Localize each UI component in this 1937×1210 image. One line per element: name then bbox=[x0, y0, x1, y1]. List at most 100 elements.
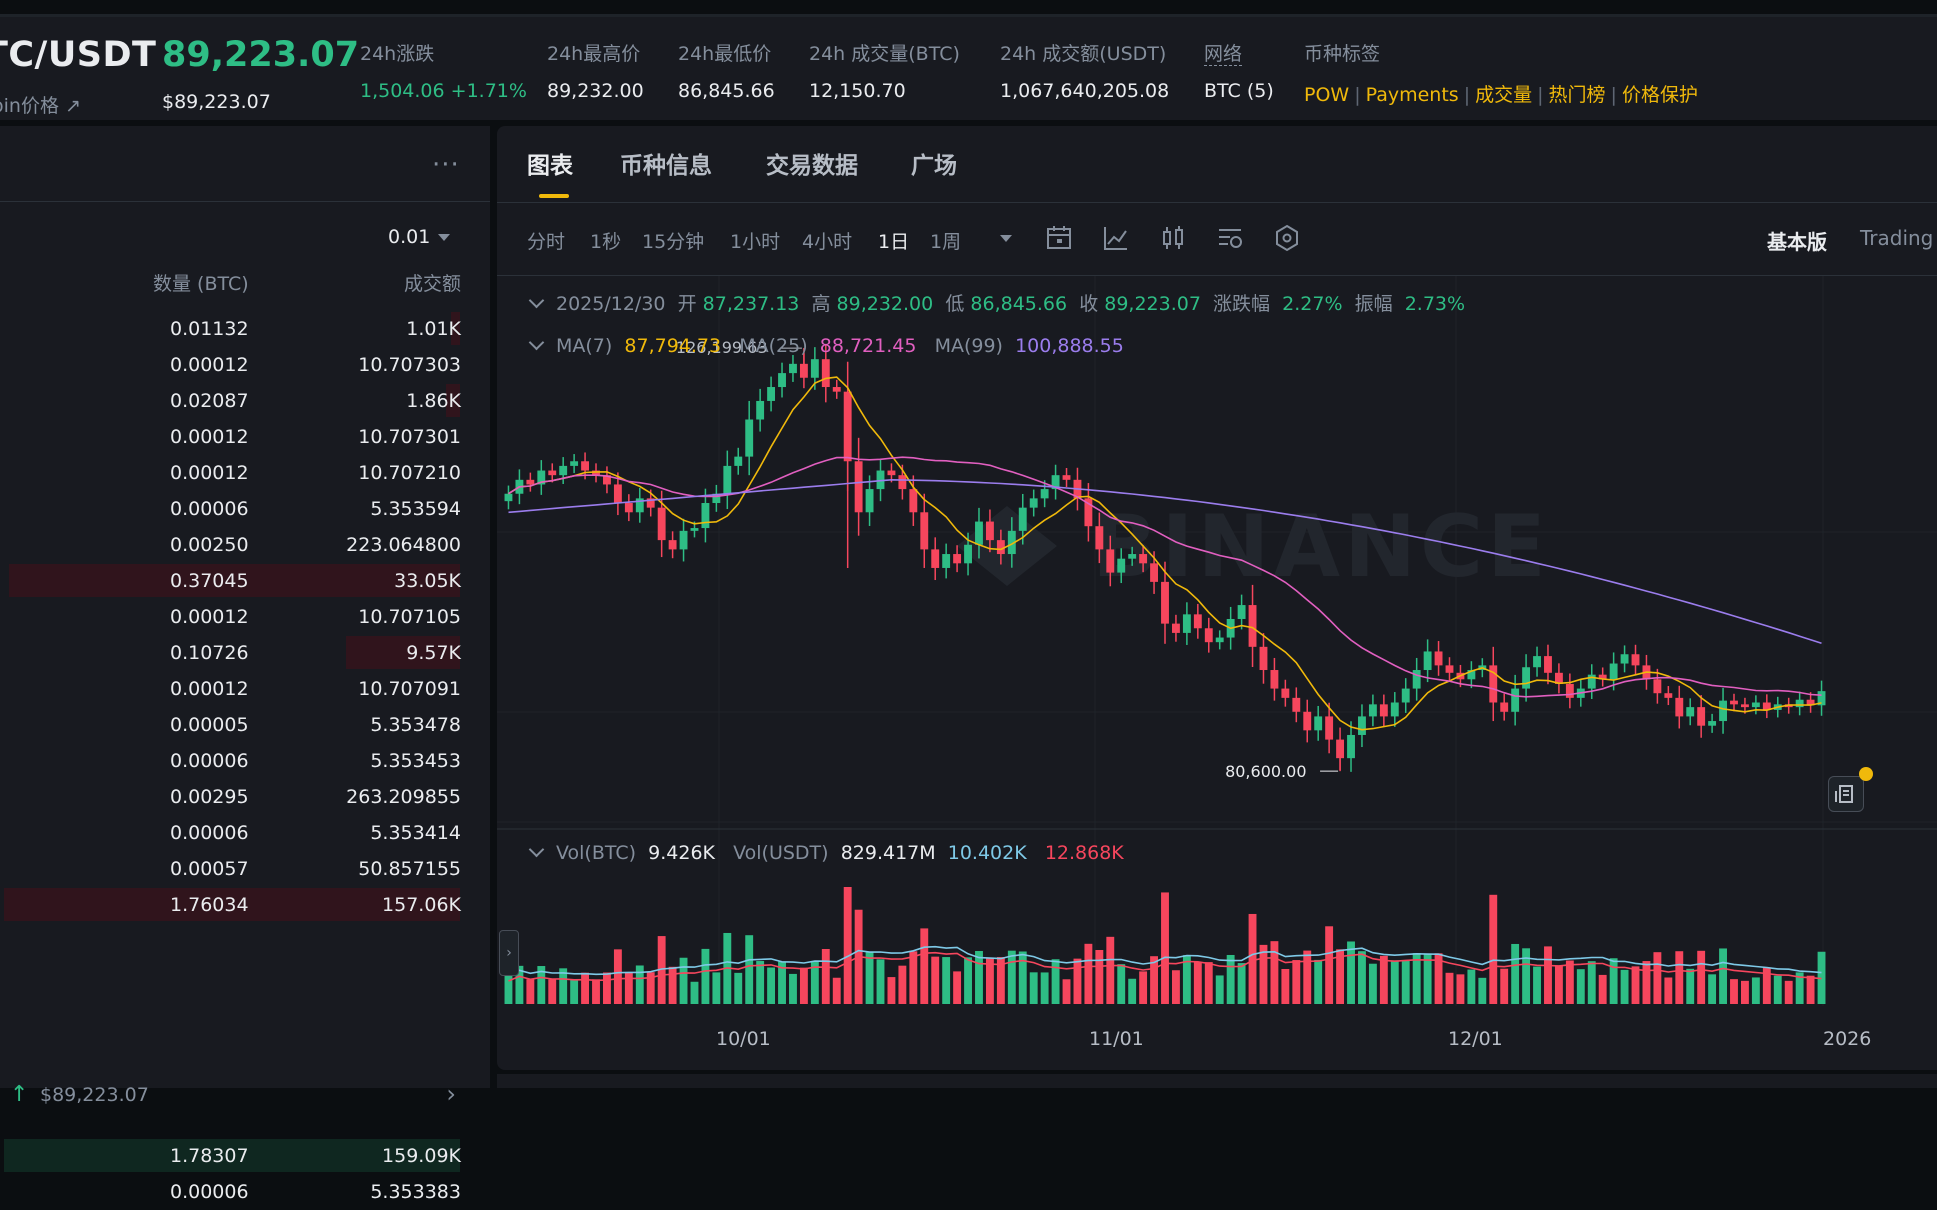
stat-value: 86,845.66 bbox=[678, 80, 775, 102]
collapse-chevron-icon[interactable] bbox=[528, 292, 545, 309]
pair-name[interactable]: TC/USDT bbox=[0, 35, 157, 75]
ask-amount: 9.57K bbox=[406, 642, 461, 664]
more-icon[interactable]: ··· bbox=[432, 150, 460, 180]
tag-hot[interactable]: 热门榜 bbox=[1548, 84, 1606, 106]
volume-ma-line bbox=[508, 951, 1822, 982]
ask-row[interactable]: 0.02087 1.86K bbox=[0, 383, 490, 419]
volume-bar bbox=[1161, 892, 1169, 1004]
volume-bar bbox=[701, 948, 710, 1004]
volume-bar bbox=[1434, 953, 1443, 1004]
x-axis-label: 11/01 bbox=[1089, 1028, 1144, 1050]
candle-body bbox=[1303, 711, 1312, 731]
volume-bar bbox=[756, 961, 765, 1004]
vol-ma-a: 10.402K bbox=[947, 842, 1027, 864]
ask-amount: 10.707105 bbox=[358, 606, 461, 628]
stat-label: 24h涨跌 bbox=[360, 43, 435, 65]
ask-row[interactable]: 1.76034 157.06K bbox=[0, 887, 490, 923]
volume-bar bbox=[1401, 960, 1410, 1004]
volume-bar bbox=[1259, 944, 1268, 1004]
timeframe-4h[interactable]: 4小时 bbox=[802, 231, 853, 253]
candlestick-chart[interactable]: BINANCE 126,199.63 80,600.00 bbox=[497, 126, 1937, 1070]
ask-row[interactable]: 0.37045 33.05K bbox=[0, 563, 490, 599]
ohlc-high-label: 高 bbox=[811, 293, 831, 315]
volume-bar bbox=[1762, 967, 1771, 1004]
candle-body bbox=[1007, 530, 1016, 555]
ask-row[interactable]: 0.10726 9.57K bbox=[0, 635, 490, 671]
tab-square[interactable]: 广场 bbox=[911, 153, 957, 179]
ask-qty: 0.00006 bbox=[170, 498, 249, 520]
ask-row[interactable]: 0.00005 5.353478 bbox=[0, 707, 490, 743]
candle-type-icon[interactable] bbox=[1158, 223, 1188, 253]
precision-value: 0.01 bbox=[388, 226, 431, 248]
stat-network[interactable]: 网络 BTC (5) bbox=[1204, 39, 1274, 102]
ask-row[interactable]: 0.00012 10.707210 bbox=[0, 455, 490, 491]
candle-body bbox=[1751, 702, 1760, 708]
timeframe-time[interactable]: 分时 bbox=[527, 231, 566, 253]
ask-qty: 0.02087 bbox=[170, 390, 249, 412]
ask-row[interactable]: 0.00006 5.353453 bbox=[0, 743, 490, 779]
tab-trading-data[interactable]: 交易数据 bbox=[766, 153, 858, 179]
volume-bar bbox=[1139, 971, 1148, 1004]
candle-body bbox=[810, 359, 819, 378]
bid-row[interactable]: 0.00006 5.353383 bbox=[0, 1174, 490, 1210]
mode-tradingview[interactable]: Trading bbox=[1860, 226, 1934, 250]
ohlc-date: 2025/12/30 bbox=[556, 293, 666, 315]
ask-row[interactable]: 0.00250 223.064800 bbox=[0, 527, 490, 563]
calendar-icon[interactable] bbox=[1044, 223, 1074, 253]
candle-body bbox=[1423, 651, 1432, 671]
candle-body bbox=[624, 503, 633, 513]
volume-bar bbox=[570, 979, 579, 1004]
ask-row[interactable]: 0.00012 10.707301 bbox=[0, 419, 490, 455]
volume-bar bbox=[1587, 961, 1596, 1004]
mode-basic[interactable]: 基本版 bbox=[1767, 230, 1827, 254]
ask-row[interactable]: 0.00012 10.707303 bbox=[0, 347, 490, 383]
candle-body bbox=[1401, 688, 1410, 703]
tag-price-protection[interactable]: 价格保护 bbox=[1621, 84, 1698, 106]
timeframe-more-caret-icon[interactable] bbox=[991, 223, 1021, 253]
ma7-line bbox=[508, 376, 1822, 731]
tag-payments[interactable]: Payments bbox=[1365, 84, 1459, 106]
candle-body bbox=[668, 540, 677, 550]
ask-row[interactable]: 0.00006 5.353414 bbox=[0, 815, 490, 851]
volume-bar bbox=[1128, 978, 1137, 1004]
indicator-icon[interactable] bbox=[1101, 223, 1131, 253]
ohlc-change: 2.27% bbox=[1282, 293, 1343, 315]
candle-body bbox=[734, 456, 743, 466]
collapse-chevron-icon[interactable] bbox=[528, 841, 545, 858]
candle-body bbox=[1631, 654, 1640, 666]
timeframe-15m[interactable]: 15分钟 bbox=[642, 231, 705, 253]
tag-pow[interactable]: POW bbox=[1304, 84, 1350, 106]
volume-bar bbox=[931, 956, 940, 1004]
order-float-button[interactable] bbox=[1828, 767, 1873, 812]
chart-panel: 图表 币种信息 交易数据 广场 分时 1秒 15分钟 1小时 4小时 1日 1周… bbox=[497, 126, 1937, 1070]
ask-row[interactable]: 0.00295 263.209855 bbox=[0, 779, 490, 815]
ask-row[interactable]: 0.00057 50.857155 bbox=[0, 851, 490, 887]
candle-body bbox=[1511, 688, 1520, 712]
volume-bar bbox=[1150, 956, 1158, 1004]
ask-row[interactable]: 0.00012 10.707091 bbox=[0, 671, 490, 707]
tab-chart[interactable]: 图表 bbox=[527, 146, 573, 198]
timeframe-1s[interactable]: 1秒 bbox=[590, 231, 622, 253]
ask-row[interactable]: 0.01132 1.01K bbox=[0, 311, 490, 347]
timeframe-1d[interactable]: 1日 bbox=[878, 231, 910, 253]
hexagon-settings-icon[interactable] bbox=[1272, 223, 1302, 253]
bid-row[interactable]: 1.78307 159.09K bbox=[0, 1138, 490, 1174]
timeframe-1h[interactable]: 1小时 bbox=[730, 231, 781, 253]
precision-select[interactable]: 0.01 bbox=[388, 226, 451, 248]
expand-handle[interactable]: › bbox=[499, 930, 519, 976]
candle-body bbox=[942, 554, 951, 568]
chart-settings-icon[interactable] bbox=[1215, 223, 1245, 253]
chevron-right-icon[interactable]: › bbox=[446, 1080, 456, 1108]
candle-body bbox=[1762, 702, 1771, 710]
depth-bar bbox=[451, 312, 460, 345]
candle-body bbox=[592, 470, 600, 476]
timeframe-1w[interactable]: 1周 bbox=[930, 231, 962, 253]
pair-price-link[interactable]: oin价格 ↗ bbox=[0, 95, 81, 117]
mid-price-row[interactable]: ↑ $89,223.07 › bbox=[0, 1078, 486, 1118]
tag-volume[interactable]: 成交量 bbox=[1475, 84, 1533, 106]
collapse-chevron-icon[interactable] bbox=[528, 334, 545, 351]
ask-row[interactable]: 0.00012 10.707105 bbox=[0, 599, 490, 635]
volume-bar bbox=[1445, 972, 1454, 1004]
tab-coin-info[interactable]: 币种信息 bbox=[620, 153, 712, 179]
ask-row[interactable]: 0.00006 5.353594 bbox=[0, 491, 490, 527]
